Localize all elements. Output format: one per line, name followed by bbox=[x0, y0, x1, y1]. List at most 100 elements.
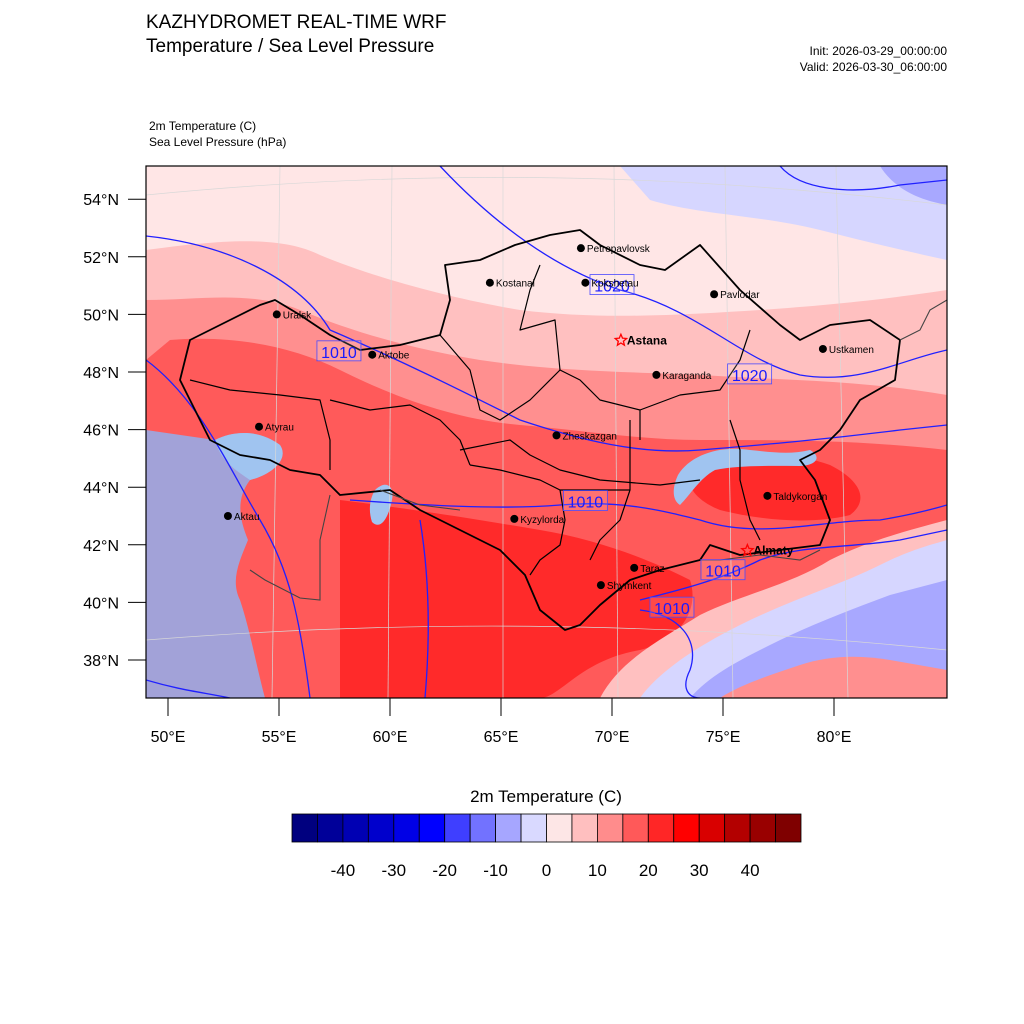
lon-tick-label: 60°E bbox=[373, 729, 408, 746]
lat-tick-label: 44°N bbox=[83, 480, 119, 497]
colorbar-label: -40 bbox=[330, 861, 356, 880]
isobar-label-box bbox=[562, 490, 608, 512]
city-dot-icon bbox=[272, 310, 281, 319]
cold-region-northeast bbox=[880, 166, 947, 205]
city-label: Ustkamen bbox=[829, 345, 874, 356]
colorbar-swatch bbox=[317, 813, 344, 843]
city-label: Shymkent bbox=[607, 581, 652, 592]
city-label: Taraz bbox=[640, 564, 664, 575]
lon-tick-label: 80°E bbox=[817, 729, 852, 746]
colorbar-swatch bbox=[367, 813, 395, 843]
city-dot-icon bbox=[652, 370, 661, 379]
colorbar-title: 2m Temperature (C) bbox=[470, 787, 622, 806]
lon-tick-label: 50°E bbox=[151, 729, 186, 746]
lat-tick-label: 48°N bbox=[83, 365, 119, 382]
south-valley-region bbox=[720, 656, 947, 698]
lat-tick-label: 52°N bbox=[83, 250, 119, 267]
caspian-sea bbox=[146, 430, 283, 698]
aral-sea bbox=[369, 484, 393, 525]
longitude-axis: 50°E 55°E 60°E 65°E 70°E 75°E 80°E bbox=[151, 698, 852, 746]
lat-tick-label: 50°N bbox=[83, 307, 119, 324]
graticule bbox=[146, 166, 947, 698]
city-markers: Petropavlovsk Kostanai Kokshetau Pavlodar Ur… bbox=[223, 244, 874, 592]
isobar-label: 1010 bbox=[654, 601, 690, 618]
city-dot-icon bbox=[710, 290, 719, 299]
lon-tick-label: 65°E bbox=[484, 729, 519, 746]
colorbar-swatch bbox=[291, 813, 318, 843]
country-border bbox=[179, 229, 901, 631]
colorbar-swatch bbox=[469, 813, 496, 843]
city-label: Uralsk bbox=[283, 310, 312, 321]
city-label: Kyzylorda bbox=[520, 515, 564, 526]
colorbar-label: -30 bbox=[381, 861, 407, 880]
map-frame bbox=[145, 165, 948, 699]
city-label: Karaganda bbox=[662, 371, 711, 382]
colorbar-swatch bbox=[444, 813, 471, 843]
city-label: Kokshetau bbox=[591, 279, 638, 290]
lon-tick-label: 75°E bbox=[706, 729, 741, 746]
colorbar-label: 40 bbox=[740, 861, 760, 880]
colorbar-swatch bbox=[520, 813, 547, 843]
city-label: Taldykorgan bbox=[773, 492, 827, 503]
colorbar-swatch bbox=[571, 813, 598, 843]
field-label-temperature: 2m Temperature (C) bbox=[149, 119, 257, 133]
colorbar-swatch bbox=[622, 813, 649, 843]
colorbar-swatch bbox=[647, 813, 675, 843]
isobar-label-box bbox=[316, 340, 362, 362]
colorbar-swatch bbox=[673, 813, 700, 843]
city-dot-icon bbox=[510, 514, 519, 523]
colorbar-swatch bbox=[724, 813, 751, 843]
valid-time: Valid: 2026-03-30_06:00:00 bbox=[799, 60, 947, 74]
city-label: Petropavlovsk bbox=[587, 244, 651, 255]
lon-tick-label: 70°E bbox=[595, 729, 630, 746]
isobar-label: 1010 bbox=[705, 564, 741, 581]
city-label: Almaty bbox=[753, 544, 793, 558]
city-dot-icon bbox=[763, 491, 772, 500]
city-label: Astana bbox=[627, 333, 667, 347]
colorbar-swatch bbox=[546, 813, 573, 843]
colorbar-label: 20 bbox=[638, 861, 658, 880]
lat-tick-label: 54°N bbox=[83, 192, 119, 209]
colorbar bbox=[291, 813, 802, 843]
lat-tick-label: 38°N bbox=[83, 653, 119, 670]
city-dot-icon bbox=[596, 581, 605, 590]
lat-tick-label: 46°N bbox=[83, 423, 119, 440]
isobar-label-box bbox=[589, 274, 635, 296]
title-line2: Temperature / Sea Level Pressure bbox=[146, 36, 435, 57]
colorbar-label: 10 bbox=[587, 861, 607, 880]
colorbar-swatch bbox=[418, 813, 446, 843]
city-dot-icon bbox=[485, 278, 494, 287]
city-dot-icon bbox=[818, 344, 827, 353]
colorbar-label: -20 bbox=[432, 861, 457, 880]
title-line1: KAZHYDROMET REAL-TIME WRF bbox=[146, 12, 447, 33]
field-label-pressure: Sea Level Pressure (hPa) bbox=[149, 135, 287, 149]
isobars bbox=[146, 166, 947, 698]
city-dot-icon bbox=[223, 512, 232, 520]
colorbar-label: 30 bbox=[689, 861, 709, 880]
east-hot-pocket bbox=[688, 455, 861, 521]
isobar-label-box bbox=[700, 559, 746, 581]
lat-tick-label: 42°N bbox=[83, 538, 119, 555]
city-label: Kostanai bbox=[496, 279, 535, 290]
city-label: Atyrau bbox=[265, 423, 294, 434]
city-dot-icon bbox=[368, 350, 377, 359]
capital-star-icon bbox=[613, 332, 629, 347]
city-label: Aktau bbox=[234, 512, 260, 523]
isobar-label: 1020 bbox=[732, 368, 768, 385]
isobar-label: 1010 bbox=[568, 495, 604, 512]
colorbar-label: -10 bbox=[483, 861, 508, 880]
colorbar-swatch bbox=[495, 813, 522, 843]
latitude-axis: 54°N 52°N 50°N 48°N 46°N 44°N 42°N 40°N 38°N bbox=[83, 192, 146, 670]
lake-balkhash bbox=[673, 448, 817, 505]
isobar-label: 1010 bbox=[321, 345, 357, 362]
colorbar-swatch bbox=[775, 813, 802, 843]
city-dot-icon bbox=[630, 563, 639, 572]
city-label: Zheskazgan bbox=[563, 431, 617, 442]
lat-tick-label: 40°N bbox=[83, 595, 119, 612]
lon-tick-label: 55°E bbox=[262, 729, 297, 746]
city-dot-icon bbox=[576, 244, 585, 253]
init-time: Init: 2026-03-29_00:00:00 bbox=[809, 44, 947, 58]
colorbar-label: 0 bbox=[541, 861, 552, 880]
colorbar-swatch bbox=[698, 813, 726, 843]
